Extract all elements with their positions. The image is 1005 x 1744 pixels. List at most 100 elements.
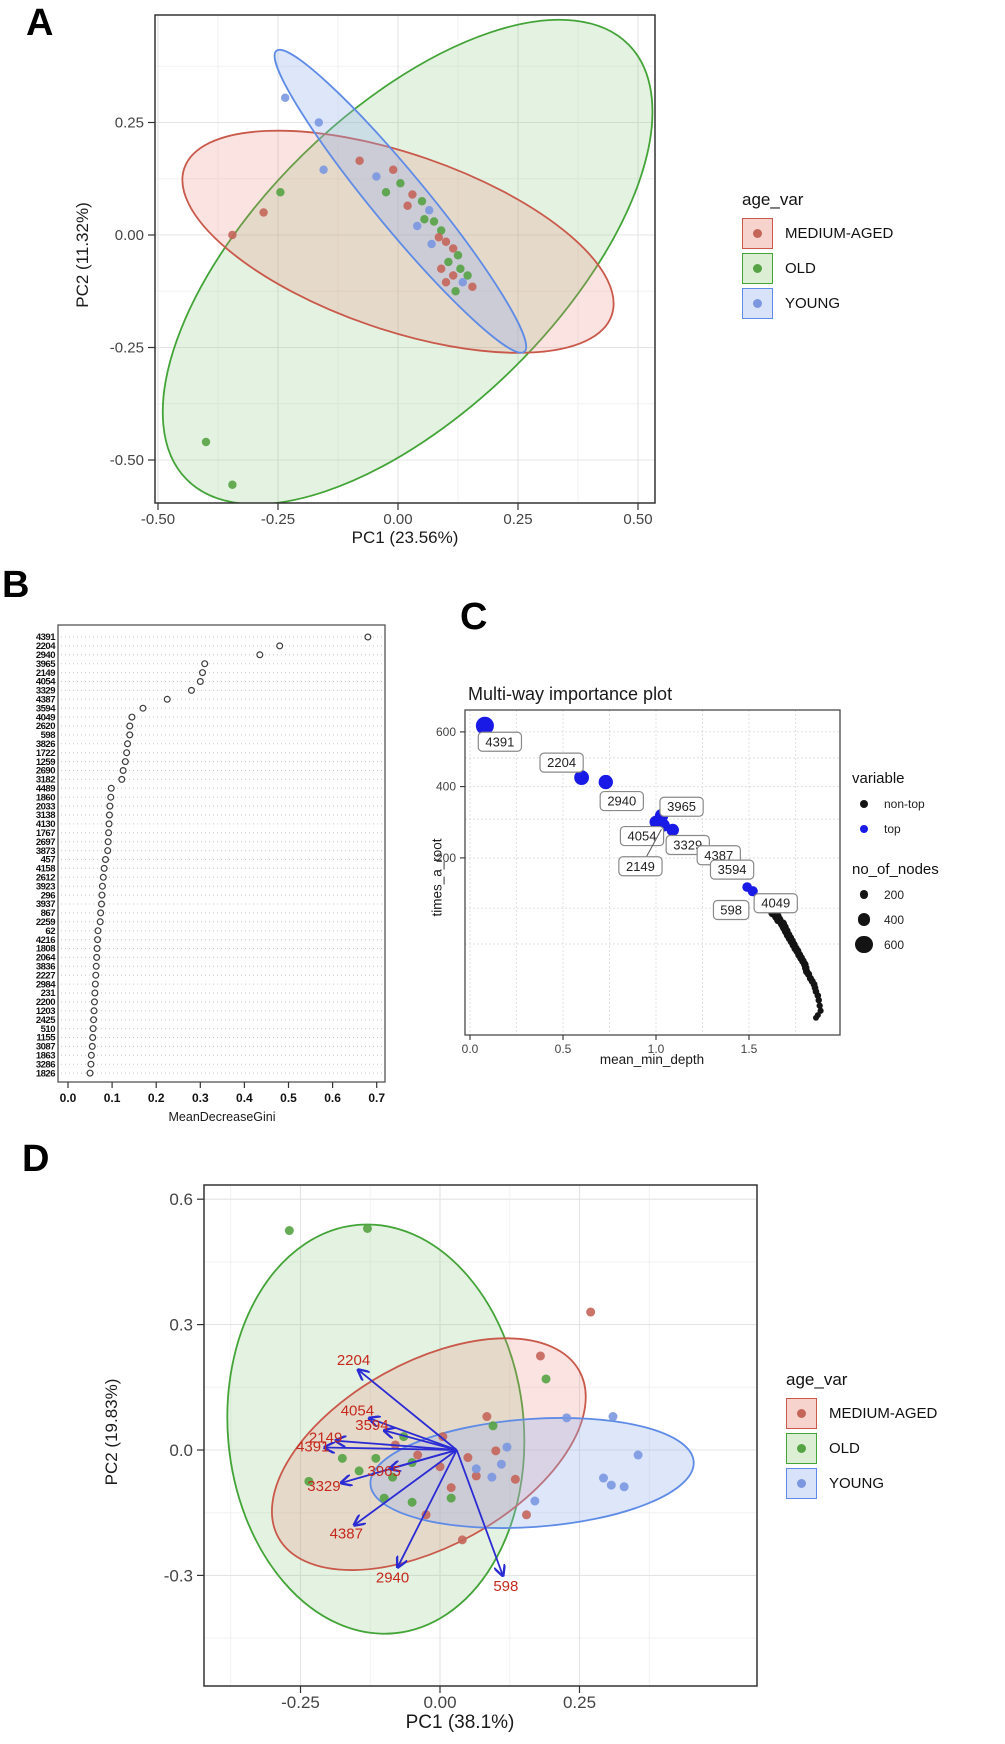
panel-a-ellipses: [161, 18, 654, 503]
data-point-M: [471, 1471, 481, 1481]
data-point-O: [371, 1453, 381, 1463]
data-point-O: [362, 1223, 372, 1233]
variable-row-label: 2064: [36, 953, 56, 964]
y-tick-label: -0.50: [110, 452, 144, 469]
variable-row-label: 4158: [36, 864, 55, 875]
x-tick-label: 0.25: [563, 1693, 596, 1712]
variable-row-label: 1203: [36, 1006, 55, 1017]
data-point-O: [379, 1493, 389, 1503]
gini-point: [101, 855, 109, 863]
variable-row-label: 4387: [36, 695, 55, 706]
panel-c-legend-variable-title: variable: [852, 770, 905, 787]
loading-label-2940: 2940: [376, 1569, 409, 1586]
y-tick-label: 0.3: [169, 1316, 193, 1335]
x-tick-label: 0.5: [280, 1091, 297, 1105]
panel-b-plot: 4391220429403965214940543329438735944049…: [36, 624, 386, 1105]
data-point-M: [441, 278, 451, 287]
x-tick-label: 0.50: [623, 511, 652, 528]
data-point-M: [586, 1307, 596, 1317]
panel-a-plot: -0.50 -0.25 0.00 0.25 0.50 0.25 0.00 -0.25 -0.50: [110, 14, 656, 528]
variable-row-label: 510: [41, 1024, 56, 1035]
gini-point: [106, 802, 114, 810]
point-label-box: [712, 899, 750, 921]
legend-item-label: OLD: [829, 1440, 860, 1457]
variable-row-label: 4489: [36, 784, 55, 795]
panel-a-points: [201, 93, 477, 489]
top-point: [475, 716, 494, 735]
gini-point: [90, 1007, 98, 1015]
label-connector: [646, 829, 662, 858]
data-point-M: [441, 237, 451, 246]
gini-point: [94, 927, 102, 935]
legend-size-dot: [859, 890, 869, 899]
x-tick-label: 0.7: [368, 1091, 385, 1105]
x-tick-label: 0.2: [148, 1091, 165, 1105]
data-point-M: [446, 1483, 456, 1493]
data-point-Y: [372, 172, 381, 181]
data-point-O: [407, 1497, 417, 1507]
gini-point: [187, 686, 195, 694]
gini-point: [93, 953, 101, 961]
y-tick-label: -0.3: [164, 1566, 193, 1585]
gini-point: [201, 660, 209, 668]
gini-point: [105, 811, 113, 819]
legend-dot-wrap: [852, 799, 876, 808]
variable-row-label: 3594: [36, 703, 56, 714]
y-tick-label: 0.6: [169, 1190, 193, 1209]
loading-arrow-4387: [355, 1449, 458, 1524]
legend-item-label: top: [884, 821, 901, 836]
data-point-O: [201, 437, 211, 447]
x-tick-label: 0.0: [60, 1091, 77, 1105]
panel-c-legend: variable non-top top no_of_nodes 200 400 60…: [852, 770, 939, 957]
legend-key-dot: [753, 299, 762, 308]
loading-arrow-2149: [337, 1441, 457, 1451]
point-label: 3594: [718, 862, 747, 877]
legend-item-label: MEDIUM-AGED: [829, 1405, 938, 1422]
data-point-O: [381, 188, 391, 197]
variable-row-label: 3329: [36, 686, 55, 697]
x-tick-label: 0.00: [423, 1693, 456, 1712]
panel-d-points: [284, 1223, 643, 1545]
gini-point: [86, 1069, 94, 1077]
data-point-O: [388, 1472, 398, 1482]
data-point-O: [488, 1421, 498, 1431]
data-point-Y: [427, 239, 436, 249]
data-point-Y: [281, 93, 290, 102]
data-point-O: [541, 1374, 551, 1384]
point-label: 2204: [547, 755, 576, 770]
variable-row-label: 2204: [36, 641, 56, 652]
data-point-M: [434, 233, 443, 242]
panel-a-legend-item-old: OLD: [742, 253, 893, 284]
data-point-O: [463, 271, 472, 280]
variable-row-label: 1860: [36, 792, 55, 803]
panel-d-background: [204, 1185, 757, 1686]
variable-row-label: 4049: [36, 712, 55, 723]
data-point-M: [389, 165, 398, 174]
variable-row-label: 1722: [36, 748, 55, 759]
gini-point: [118, 775, 126, 783]
panel-c-title: Multi-way importance plot: [468, 684, 673, 704]
variable-row-label: 2033: [36, 801, 55, 812]
data-point-M: [535, 1351, 545, 1361]
y-tick-label: 0.00: [115, 227, 144, 244]
x-tick-label: 0.25: [503, 511, 532, 528]
gini-point: [99, 873, 107, 881]
x-tick-label: 0.1: [104, 1091, 121, 1105]
point-label-box: [599, 790, 644, 812]
legend-item-label: 600: [884, 937, 905, 952]
data-point-Y: [502, 1442, 512, 1452]
legend-key-dot: [797, 1409, 806, 1418]
variable-row-label: 4130: [36, 819, 55, 830]
gini-point: [124, 740, 132, 748]
panel-a-border: [154, 14, 656, 504]
variable-row-label: 3286: [36, 1059, 55, 1070]
data-point-O: [420, 215, 429, 224]
gini-point: [100, 864, 108, 872]
legend-key-swatch: [786, 1398, 817, 1429]
panel-d-grid: [204, 1185, 757, 1686]
panel-c-legend-size-item-400: 400: [852, 907, 939, 932]
x-tick-label: 1.0: [648, 1042, 665, 1056]
